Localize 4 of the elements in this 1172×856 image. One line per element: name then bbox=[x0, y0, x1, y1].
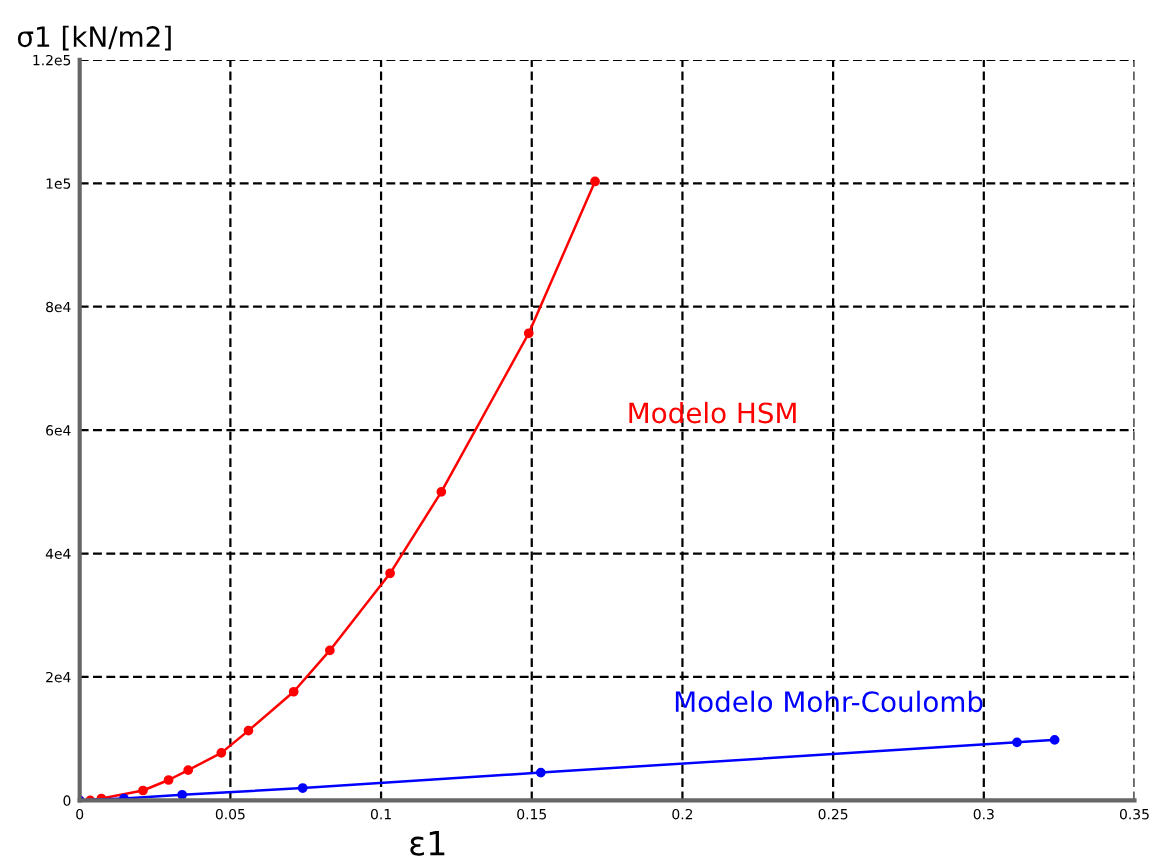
series-label: Modelo Mohr-Coulomb bbox=[675, 690, 983, 713]
x-axis-title: ε1 bbox=[410, 831, 445, 856]
y-axis-title: σ1 [kN/m2] bbox=[17, 25, 171, 51]
text: Modelo HSM bbox=[629, 401, 796, 424]
